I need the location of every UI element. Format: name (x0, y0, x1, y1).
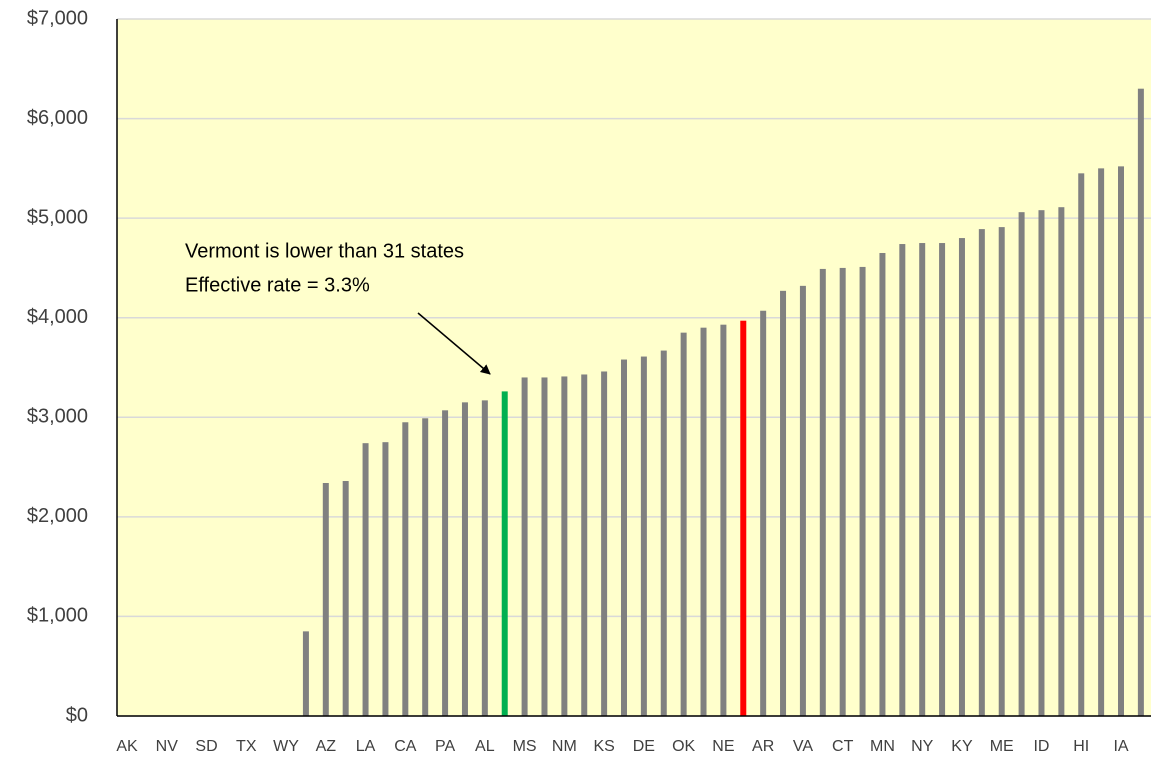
x-tick-label: OK (672, 738, 695, 755)
bar (521, 377, 528, 716)
bar (461, 402, 468, 716)
x-tick-label: MS (513, 738, 537, 755)
bar (958, 238, 965, 717)
bar (481, 400, 488, 716)
x-tick-label: DE (633, 738, 655, 755)
bar (422, 418, 429, 716)
bar (581, 374, 588, 716)
x-tick-label: KS (593, 738, 614, 755)
annotation: Vermont is lower than 31 states (185, 240, 464, 262)
bar (362, 443, 369, 716)
bar (720, 324, 727, 716)
x-tick-label: WY (273, 738, 299, 755)
x-tick-label: SD (195, 738, 217, 755)
bar (640, 356, 647, 716)
bar (1098, 168, 1105, 716)
bar (839, 267, 846, 716)
bar (302, 631, 309, 716)
bar (819, 268, 826, 716)
bar (1038, 210, 1045, 717)
x-tick-label: CA (394, 738, 417, 755)
y-tick-label: $6,000 (27, 107, 88, 129)
bar (780, 290, 787, 716)
bar (879, 252, 886, 716)
bar (760, 310, 767, 716)
bar (859, 266, 866, 716)
bar (939, 243, 946, 717)
y-tick-label: $2,000 (27, 505, 88, 527)
y-tick-label: $1,000 (27, 605, 88, 627)
bar (342, 481, 349, 716)
x-tick-label: ID (1033, 738, 1049, 755)
bar (799, 285, 806, 716)
x-tick-label: MN (870, 738, 895, 755)
x-tick-label: VA (793, 738, 813, 755)
bar (1137, 88, 1144, 716)
x-tick-label: NM (552, 738, 577, 755)
bar (402, 422, 409, 716)
x-tick-label: IA (1113, 738, 1128, 755)
y-tick-label: $5,000 (27, 206, 88, 228)
bar (919, 243, 926, 717)
y-tick-label: $7,000 (27, 7, 88, 29)
x-tick-label: KY (951, 738, 973, 755)
annotation: Effective rate = 3.3% (185, 274, 370, 296)
bar (978, 229, 985, 717)
y-tick-label: $4,000 (27, 306, 88, 328)
bar (322, 483, 329, 716)
x-tick-label: AK (116, 738, 138, 755)
bar (700, 327, 707, 716)
bar (1118, 166, 1124, 716)
bar (998, 227, 1005, 716)
x-tick-label: PA (435, 738, 455, 755)
bar (501, 391, 508, 716)
bar (740, 320, 747, 716)
bar (601, 371, 608, 716)
bar (1078, 173, 1085, 717)
bar (1058, 207, 1065, 716)
y-tick-label: $0 (66, 704, 88, 726)
x-tick-label: LA (356, 738, 376, 755)
bar (541, 377, 548, 716)
x-tick-label: AZ (316, 738, 337, 755)
bar (442, 410, 449, 716)
bar (621, 359, 627, 716)
x-tick-label: NY (911, 738, 934, 755)
bar (561, 376, 568, 716)
bar (899, 244, 906, 716)
x-tick-label: AR (752, 738, 774, 755)
y-tick-label: $3,000 (27, 406, 88, 428)
x-tick-label: NV (156, 738, 179, 755)
x-tick-label: AL (475, 738, 495, 755)
x-tick-label: NE (712, 738, 734, 755)
annotation-arrow (417, 312, 491, 375)
x-tick-label: ME (990, 738, 1014, 755)
bar (660, 350, 667, 716)
x-tick-label: CT (832, 738, 854, 755)
x-tick-label: HI (1073, 738, 1089, 755)
bar (680, 332, 687, 716)
bar (1018, 212, 1025, 716)
x-tick-label: TX (236, 738, 257, 755)
bar (382, 442, 389, 716)
plot-area (117, 19, 1151, 716)
